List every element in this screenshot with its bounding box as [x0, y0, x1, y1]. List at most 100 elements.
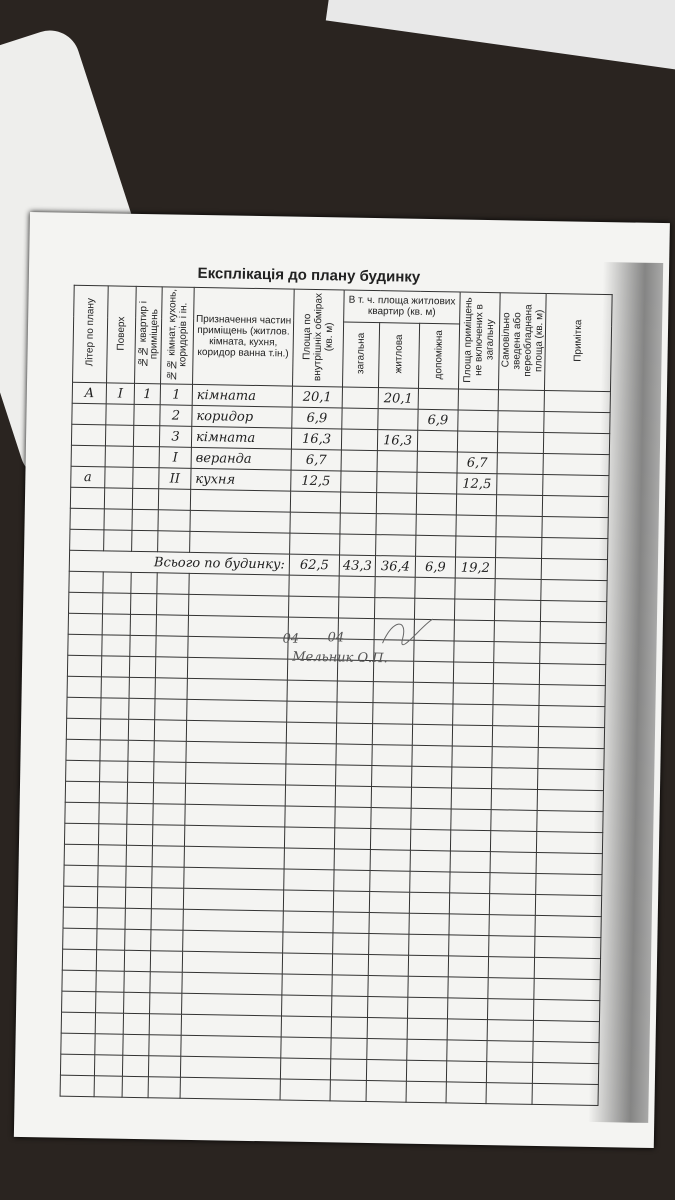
cell [541, 537, 608, 560]
cell [70, 487, 105, 509]
cell [406, 1081, 447, 1103]
cell [280, 1037, 332, 1059]
cell [285, 743, 337, 765]
cell [188, 573, 290, 597]
cell [282, 953, 333, 975]
cell [449, 871, 491, 894]
cell [534, 936, 601, 959]
cell [406, 1060, 447, 1082]
cell [539, 642, 607, 665]
cell [486, 1061, 533, 1084]
signature-day: 04 [282, 631, 300, 647]
cell: 6,9 [417, 409, 459, 431]
cell [332, 932, 369, 955]
cell [410, 850, 451, 872]
cell [154, 698, 188, 721]
cell [488, 914, 536, 937]
cell [487, 977, 535, 1000]
header-text: житлова [393, 334, 405, 374]
cell [183, 888, 284, 912]
cell [123, 1013, 150, 1035]
cell [180, 1035, 282, 1059]
cell [99, 760, 128, 783]
cell [533, 978, 601, 1001]
cell [104, 487, 133, 510]
cell [156, 593, 189, 616]
cell [128, 698, 156, 720]
cell [535, 873, 603, 896]
cell: 6,7 [291, 449, 342, 471]
cell [335, 785, 372, 808]
cell: веранда [191, 447, 292, 471]
cell [65, 781, 100, 803]
cell [408, 955, 449, 977]
cell [101, 634, 131, 657]
cell [64, 823, 99, 845]
cell [533, 1020, 600, 1043]
cell [285, 764, 336, 786]
cell [542, 495, 609, 518]
cell [181, 972, 283, 996]
cell: 20,1 [378, 387, 419, 410]
cell [189, 510, 291, 534]
cell [375, 534, 416, 557]
cell [457, 430, 498, 453]
total-value: 36,4 [375, 555, 416, 578]
cell [334, 806, 372, 829]
cell [488, 956, 535, 979]
cell [367, 1017, 408, 1040]
cell [494, 620, 541, 643]
cell [153, 782, 186, 805]
cell [488, 935, 535, 958]
cell [71, 445, 106, 467]
cell [188, 594, 289, 618]
cell [492, 725, 539, 748]
cell [98, 823, 127, 846]
cell [333, 869, 371, 892]
cell [188, 615, 289, 639]
cell [336, 680, 374, 703]
cell [375, 513, 417, 536]
cell [282, 911, 334, 933]
cell [451, 766, 492, 789]
cell [336, 722, 373, 745]
cell [496, 494, 543, 517]
cell [103, 508, 133, 531]
cell [128, 719, 155, 741]
cell [338, 575, 376, 598]
cell [537, 747, 605, 770]
cell: 1 [134, 383, 161, 405]
cell [95, 970, 125, 993]
cell [542, 453, 610, 476]
cell: 12,5 [456, 472, 498, 495]
cell [368, 954, 409, 977]
cell [130, 614, 157, 636]
signature-stamp: 04 04 Мельник О.П. [282, 611, 434, 674]
cell [455, 514, 497, 537]
cell [95, 991, 124, 1014]
cell [129, 656, 156, 678]
cell [494, 578, 542, 601]
cell [122, 1055, 149, 1077]
cell [544, 390, 611, 413]
cell [71, 403, 107, 425]
cell [189, 531, 290, 555]
cell [283, 869, 335, 891]
header-text: допоміжна [433, 329, 446, 380]
cell [376, 492, 417, 515]
cell [105, 424, 134, 447]
cell [183, 867, 285, 891]
cell [63, 865, 99, 887]
cell [417, 451, 458, 473]
cell [97, 907, 126, 930]
cell [129, 635, 157, 657]
cell: кімната [192, 384, 293, 408]
cell [532, 1083, 599, 1106]
cell [126, 803, 154, 825]
header-text: Площа приміщень не включених в загальну [462, 296, 497, 382]
cell [498, 389, 545, 412]
cell [457, 410, 499, 432]
cell [99, 781, 128, 804]
signature-scribble [382, 618, 434, 646]
cell [68, 592, 103, 614]
